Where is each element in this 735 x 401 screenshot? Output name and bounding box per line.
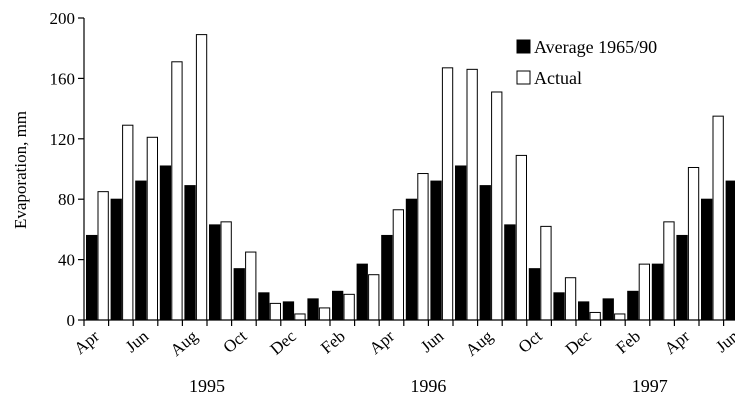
x-tick-label-8: Dec (266, 326, 300, 358)
bar-actual-6 (245, 251, 257, 321)
bar-actual-25 (712, 115, 724, 321)
y-tick-label-200: 200 (50, 9, 76, 28)
bar-average-23 (651, 263, 664, 321)
x-tick-label-2: Jun (122, 326, 153, 356)
x-tick-label-16: Aug (462, 326, 497, 360)
x-tick-label-10: Feb (317, 327, 349, 358)
bar-actual-11 (368, 274, 380, 321)
legend-label-1: Actual (534, 68, 582, 88)
x-tick-label-24: Apr (661, 326, 694, 358)
bar-actual-0 (97, 191, 109, 321)
bar-actual-20 (589, 311, 601, 321)
bar-actual-3 (171, 61, 183, 321)
year-label-1996: 1996 (410, 376, 446, 396)
bar-average-13 (405, 198, 418, 321)
bar-average-16 (479, 185, 491, 321)
bar-actual-5 (220, 221, 232, 321)
bar-average-17 (504, 224, 516, 321)
legend: Average 1965/90 Actual (516, 37, 657, 88)
bar-actual-19 (564, 277, 577, 321)
bar-actual-2 (146, 136, 158, 321)
bar-actual-21 (614, 313, 626, 321)
bar-actual-9 (318, 307, 331, 321)
x-tick-label-6: Oct (219, 326, 250, 357)
bar-actual-22 (638, 263, 651, 321)
bar-average-6 (233, 268, 245, 321)
bar-average-24 (676, 234, 688, 321)
year-labels-group: 1995 1996 1997 (189, 376, 668, 396)
bar-average-0 (86, 234, 98, 321)
year-label-1997: 1997 (632, 376, 668, 396)
x-tick-label-14: Jun (417, 326, 448, 356)
y-tick-label-0: 0 (67, 311, 76, 330)
bar-average-1 (110, 198, 122, 321)
y-axis-label: Evaporation, mm (11, 111, 30, 229)
bar-average-20 (578, 301, 590, 321)
x-tick-label-22: Feb (612, 327, 644, 358)
legend-swatch-1 (516, 70, 531, 85)
bar-average-4 (184, 185, 196, 321)
bar-actual-24 (687, 166, 700, 321)
x-tick-label-4: Aug (167, 326, 202, 360)
bar-average-11 (356, 263, 368, 321)
x-ticks-group: Apr Jun Aug Oct Dec Feb Apr Jun Aug Oct Dec Feb Apr J… (70, 320, 735, 360)
bar-actual-13 (417, 173, 429, 321)
bar-average-12 (381, 234, 393, 321)
bar-average-19 (553, 292, 565, 321)
x-tick-label-26: Jun (712, 326, 735, 356)
y-tick-label-160: 160 (50, 69, 76, 88)
bar-actual-17 (515, 154, 528, 321)
bar-average-15 (455, 165, 467, 321)
legend-label-0: Average 1965/90 (534, 37, 657, 57)
bar-average-5 (209, 224, 221, 321)
bar-average-8 (282, 301, 295, 321)
bar-average-10 (332, 290, 344, 321)
bar-average-3 (159, 165, 172, 321)
x-tick-label-18: Oct (515, 326, 546, 357)
bar-average-7 (258, 292, 270, 321)
bar-actual-7 (269, 302, 282, 321)
x-tick-label-20: Dec (562, 326, 596, 358)
bar-average-22 (627, 290, 639, 321)
y-ticks-group: 0 40 80 120 160 200 (50, 9, 84, 330)
legend-swatch-0 (516, 39, 531, 54)
bar-actual-23 (663, 221, 675, 321)
x-tick-label-0: Apr (70, 326, 103, 358)
bar-average-25 (701, 198, 713, 321)
bar-average-9 (307, 298, 319, 321)
bar-average-14 (430, 180, 442, 321)
bar-actual-15 (466, 68, 478, 321)
bar-actual-8 (294, 313, 306, 321)
bar-average-18 (528, 268, 541, 321)
bar-average-26 (725, 180, 735, 321)
bar-actual-16 (491, 91, 503, 321)
bar-actual-12 (392, 209, 405, 321)
y-tick-label-40: 40 (58, 251, 75, 270)
bar-average-2 (135, 180, 147, 321)
y-tick-label-120: 120 (50, 130, 76, 149)
bar-actual-10 (343, 293, 355, 321)
year-label-1995: 1995 (189, 376, 225, 396)
bars-group (86, 34, 735, 321)
bar-actual-1 (122, 124, 134, 321)
y-tick-label-80: 80 (58, 190, 75, 209)
bar-actual-18 (540, 225, 552, 321)
bar-average-21 (602, 298, 614, 321)
bar-actual-14 (441, 67, 454, 321)
x-tick-label-12: Apr (366, 326, 399, 358)
axes-group (83, 18, 735, 321)
bar-actual-4 (195, 34, 208, 321)
